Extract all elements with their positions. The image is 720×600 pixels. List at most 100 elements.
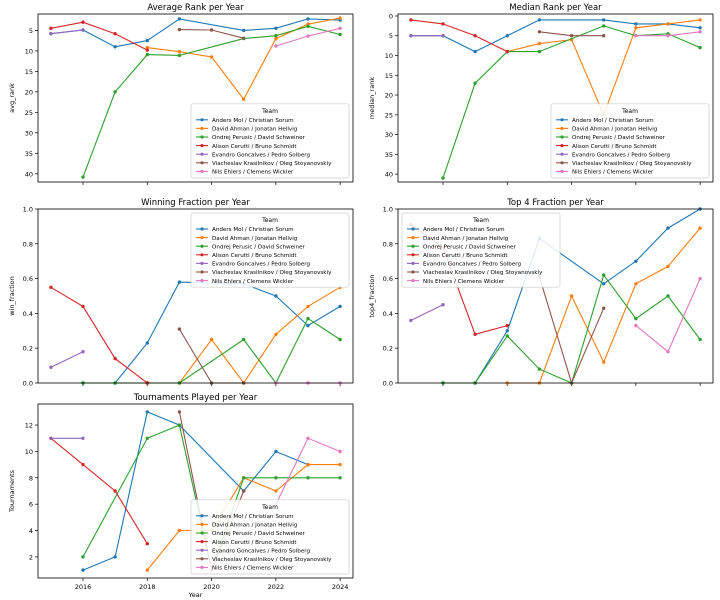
data-point (274, 489, 278, 493)
legend-marker (411, 227, 415, 231)
legend-marker (200, 565, 204, 570)
data-point (274, 34, 278, 38)
legend-title: Team (621, 108, 638, 115)
data-point (666, 294, 670, 298)
data-point (145, 45, 149, 50)
data-point (338, 16, 342, 20)
data-point (473, 49, 477, 54)
legend-marker (411, 270, 415, 274)
x-axis-label: Year (188, 591, 203, 599)
series-line (635, 278, 701, 353)
data-point (274, 332, 278, 336)
data-point (441, 176, 445, 180)
legend-marker (200, 126, 204, 130)
data-point (698, 18, 702, 22)
legend-marker (200, 557, 204, 561)
y-tick-label: 5 (29, 27, 33, 35)
data-point (666, 350, 670, 354)
data-point (634, 22, 638, 26)
legend-marker (560, 118, 564, 122)
data-point (81, 568, 85, 572)
data-point (49, 285, 53, 289)
data-point (409, 18, 413, 22)
data-point (338, 304, 342, 309)
data-point (113, 45, 117, 49)
data-point (441, 22, 445, 26)
y-tick-label: 30 (385, 131, 393, 139)
data-point (306, 436, 310, 440)
legend-marker (200, 169, 204, 173)
y-tick-label: 1.0 (383, 206, 393, 214)
y-tick-label: 0.8 (23, 240, 33, 248)
y-tick-label: 35 (385, 151, 393, 159)
data-point (177, 53, 182, 58)
legend-marker (560, 161, 564, 165)
legend-entry: Viacheslav Krasilnikov / Oleg Stoyanovsk… (423, 270, 543, 276)
legend-entry: Viacheslav Krasilnikov / Oleg Stoyanovsk… (212, 270, 332, 276)
chart-panel-1: Median Rank per Year 0 5 10 15 20 25 30 35 40 medi… (368, 3, 714, 185)
data-point (473, 81, 477, 85)
data-point (537, 41, 542, 46)
data-point (441, 303, 445, 307)
legend-marker (200, 135, 204, 139)
legend-entry: Viacheslav Krasilnikov / Oleg Stoyanovsk… (212, 161, 332, 167)
data-point (634, 34, 638, 38)
data-point (177, 50, 182, 54)
legend-entry: Nils Ehlers / Clemens Wickler (572, 170, 654, 176)
x-tick-label: 2020 (203, 583, 220, 591)
y-tick-label: 20 (385, 92, 393, 100)
legend-entry: David Ahman / Jonatan Hellvig (572, 127, 658, 133)
legend-entry: Nils Ehlers / Clemens Wickler (212, 279, 294, 285)
series-line (442, 25, 701, 179)
data-point (306, 476, 310, 480)
y-tick-label: 5 (389, 32, 393, 40)
legend-title: Team (472, 217, 489, 224)
data-point (274, 26, 278, 30)
data-point (242, 337, 246, 342)
data-point (306, 323, 310, 328)
data-point (698, 26, 702, 30)
data-point (505, 323, 509, 328)
legend-entry: Evandro Goncalves / Pedro Solberg (212, 262, 310, 268)
data-point (441, 34, 445, 38)
data-point (569, 34, 574, 38)
legend-entry: Ondrej Perusic / David Schweiner (423, 244, 517, 250)
data-point (242, 28, 246, 33)
data-point (338, 32, 342, 37)
y-tick-label: 40 (385, 171, 393, 179)
legend-entry: Anders Mol / Christian Sorum (212, 118, 294, 124)
data-point (177, 410, 182, 414)
data-point (698, 276, 702, 281)
legend-entry: Alison Cerutti / Bruno Schmidt (212, 144, 297, 150)
y-tick-label: 0.4 (383, 310, 393, 318)
legend: Team Anders Mol / Christian Sorum David Ah… (550, 103, 710, 179)
legend-entry: Ondrej Perusic / David Schweiner (212, 244, 306, 250)
y-axis-label: win_fraction (8, 276, 16, 315)
legend-entry: Nils Ehlers / Clemens Wickler (212, 170, 294, 176)
legend-marker (411, 253, 415, 257)
data-point (113, 356, 117, 361)
data-point (602, 306, 606, 310)
legend-entry: Ondrej Perusic / David Schweiner (212, 531, 306, 537)
data-point (81, 175, 85, 179)
legend-entry: David Ahman / Jonatan Hellvig (212, 127, 298, 133)
data-point (698, 45, 702, 50)
plot-frame (397, 208, 714, 384)
legend-entry: David Ahman / Jonatan Hellvig (423, 236, 509, 242)
data-point (242, 476, 246, 480)
legend-title: Team (261, 108, 278, 115)
data-point (338, 337, 342, 342)
data-point (177, 27, 182, 32)
chart-panel-4: Tournaments Played per Year 2 4 6 8 10 12 2016 2… (8, 393, 354, 599)
data-point (209, 55, 214, 59)
legend-marker (200, 244, 204, 248)
series-line (410, 304, 444, 321)
legend-marker (200, 522, 204, 527)
legend-marker (560, 144, 564, 148)
y-tick-label: 20 (25, 88, 33, 96)
legend-marker (200, 253, 204, 257)
data-point (113, 32, 117, 36)
legend-entry: Anders Mol / Christian Sorum (212, 227, 294, 233)
data-point (634, 259, 638, 263)
